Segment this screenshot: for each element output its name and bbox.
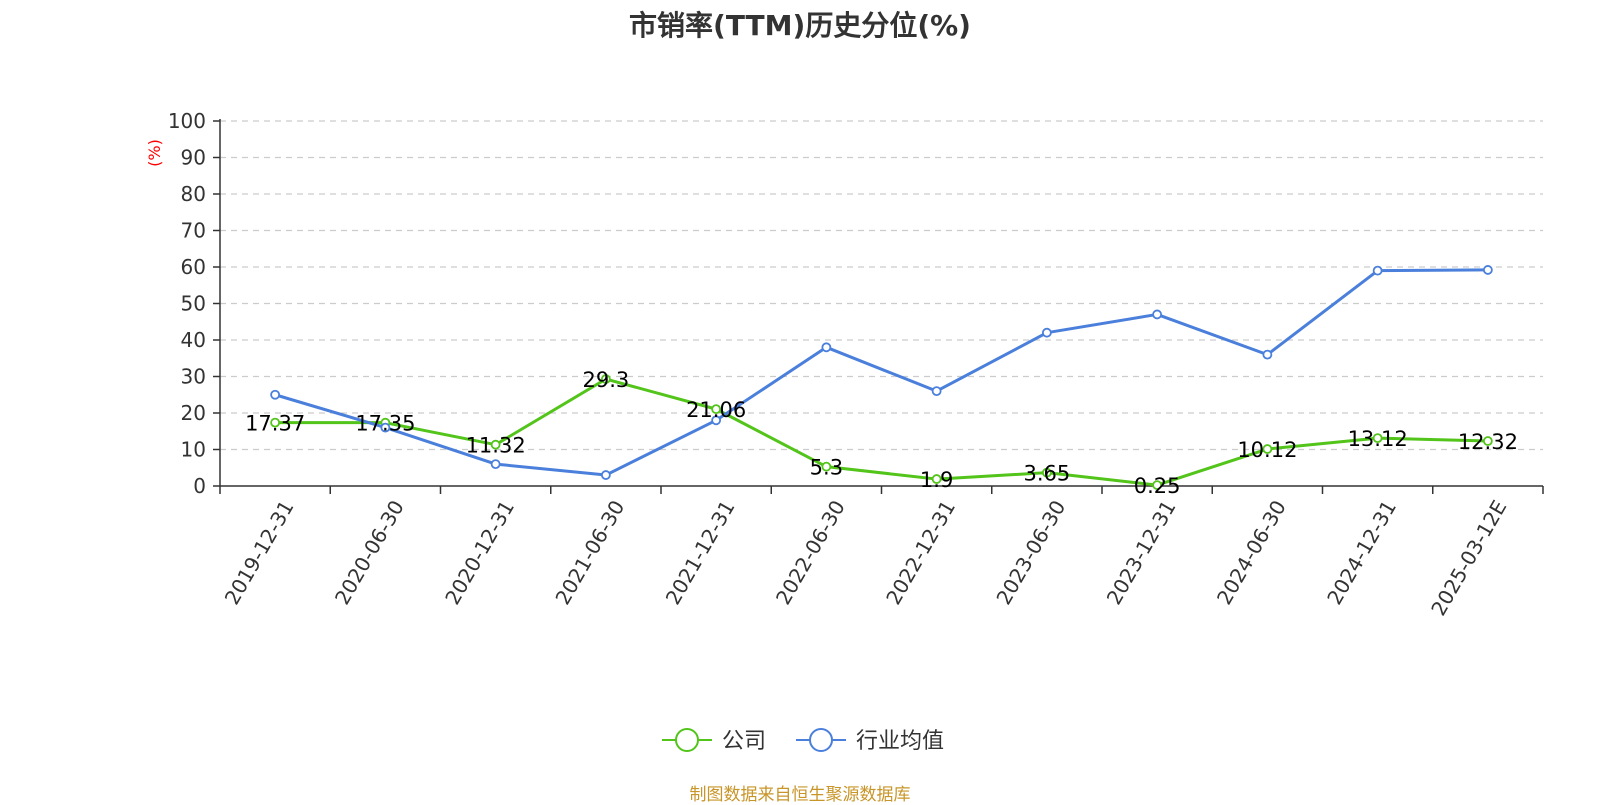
data-point (270, 417, 281, 428)
data-point (1041, 327, 1052, 338)
x-tick-label: 2020-06-30 (330, 496, 409, 609)
x-tick-label: 2022-06-30 (771, 496, 850, 609)
legend-label: 行业均值 (856, 729, 944, 754)
data-label: 17.37 (245, 412, 305, 436)
legend-label: 公司 (722, 729, 766, 754)
data-point (931, 386, 942, 397)
y-tick-label: 0 (193, 474, 206, 498)
x-axis-ticks: 2019-12-31 2020-06-30 2020-12-31 2021-06-30… (219, 486, 1544, 620)
source-note: 制图数据来自恒生聚源数据库 (689, 785, 911, 805)
data-label: 1.9 (920, 468, 953, 492)
data-point (821, 461, 832, 472)
data-labels: 17.37 17.35 11.32 29.3 21.06 5.3 1.9 3.65 0.25 10… (245, 368, 1518, 498)
data-point (1482, 436, 1493, 446)
x-tick-label: 2022-12-31 (881, 496, 960, 609)
y-tick-label: 80 (181, 182, 206, 206)
data-point (490, 459, 501, 470)
series-line (274, 268, 1488, 477)
data-label: 21.06 (686, 398, 746, 422)
data-point (270, 389, 281, 400)
y-tick-label: 60 (181, 255, 206, 279)
y-axis-ticks: 0 10 20 30 40 50 60 70 80 90 100 (168, 109, 220, 498)
axes (219, 119, 1543, 487)
data-point (931, 474, 942, 484)
y-axis-label: (%) (145, 139, 164, 167)
x-tick-label: 2021-12-31 (661, 496, 740, 609)
y-tick-label: 70 (181, 219, 206, 243)
data-point (1482, 265, 1493, 275)
chart-title: 市销率(TTM)历史分位(%) (629, 9, 971, 42)
legend: 公司 行业均值 (662, 728, 944, 754)
legend-marker (809, 728, 833, 752)
data-point (1372, 433, 1383, 444)
x-tick-label: 2019-12-31 (220, 496, 299, 609)
data-point (1152, 309, 1163, 320)
data-label: 10.12 (1237, 438, 1297, 462)
data-label: 5.3 (810, 456, 843, 480)
series-layer (270, 265, 1493, 490)
x-tick-label: 2023-06-30 (991, 496, 1070, 609)
data-point (1041, 467, 1052, 478)
grid-lines (220, 120, 1543, 451)
x-tick-label: 2023-12-31 (1102, 496, 1181, 609)
data-label: 3.65 (1023, 462, 1070, 486)
y-tick-label: 20 (181, 401, 206, 425)
data-label: 17.35 (355, 412, 415, 436)
data-label: 29.3 (582, 368, 629, 392)
data-label: 13.12 (1348, 427, 1408, 451)
legend-marker (675, 728, 699, 752)
y-tick-label: 40 (181, 328, 206, 352)
x-tick-label: 2020-12-31 (440, 496, 519, 609)
x-tick-label: 2021-06-30 (550, 496, 629, 609)
data-point (1262, 444, 1273, 454)
data-point (1152, 480, 1163, 490)
data-point (490, 439, 501, 450)
data-point (821, 342, 832, 353)
y-tick-label: 100 (168, 109, 206, 133)
x-tick-label: 2024-06-30 (1212, 496, 1291, 609)
data-point (600, 470, 611, 480)
x-tick-label: 2025-03-12E (1426, 496, 1511, 620)
data-label: 11.32 (466, 434, 526, 458)
y-tick-label: 30 (181, 365, 206, 389)
data-point (711, 415, 722, 426)
data-point (1262, 349, 1273, 360)
y-tick-label: 10 (181, 438, 206, 462)
x-tick-label: 2024-12-31 (1322, 496, 1401, 609)
y-tick-label: 90 (181, 146, 206, 170)
data-point (600, 374, 611, 384)
series-line (275, 377, 1488, 487)
data-point (711, 404, 722, 415)
data-point (380, 422, 391, 433)
data-point (1372, 265, 1383, 276)
y-tick-label: 50 (181, 292, 206, 316)
data-label: 12.32 (1458, 430, 1518, 454)
data-label: 0.25 (1134, 474, 1181, 498)
